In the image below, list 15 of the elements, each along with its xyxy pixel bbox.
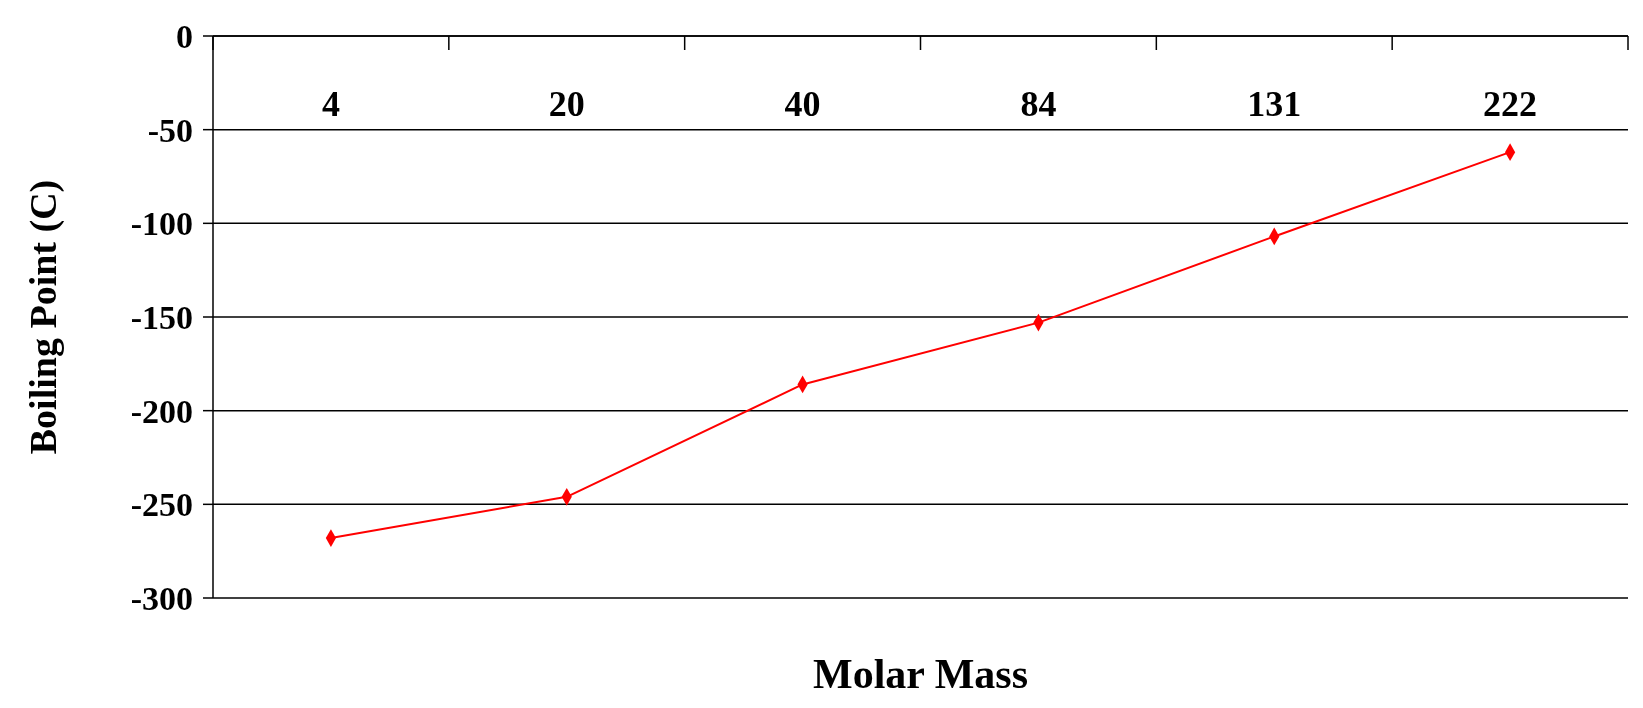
x-tick-label: 222: [1483, 84, 1538, 124]
y-tick-label: -150: [130, 298, 193, 336]
x-tick-label: 131: [1247, 84, 1302, 124]
x-axis-title: Molar Mass: [812, 651, 1029, 697]
x-tick-label: 4: [321, 84, 340, 124]
x-tick-label: 84: [1020, 84, 1057, 124]
y-tick-label: -100: [130, 205, 193, 243]
y-tick-label: -250: [130, 486, 193, 524]
x-tick-label: 40: [784, 84, 821, 124]
y-tick-label: -200: [130, 392, 193, 430]
y-tick-label: 0: [176, 17, 193, 55]
y-axis-title: Boiling Point (C): [22, 179, 65, 455]
y-tick-label: -50: [147, 111, 193, 149]
y-tick-label: -300: [130, 579, 193, 617]
x-tick-label: 20: [548, 84, 585, 124]
